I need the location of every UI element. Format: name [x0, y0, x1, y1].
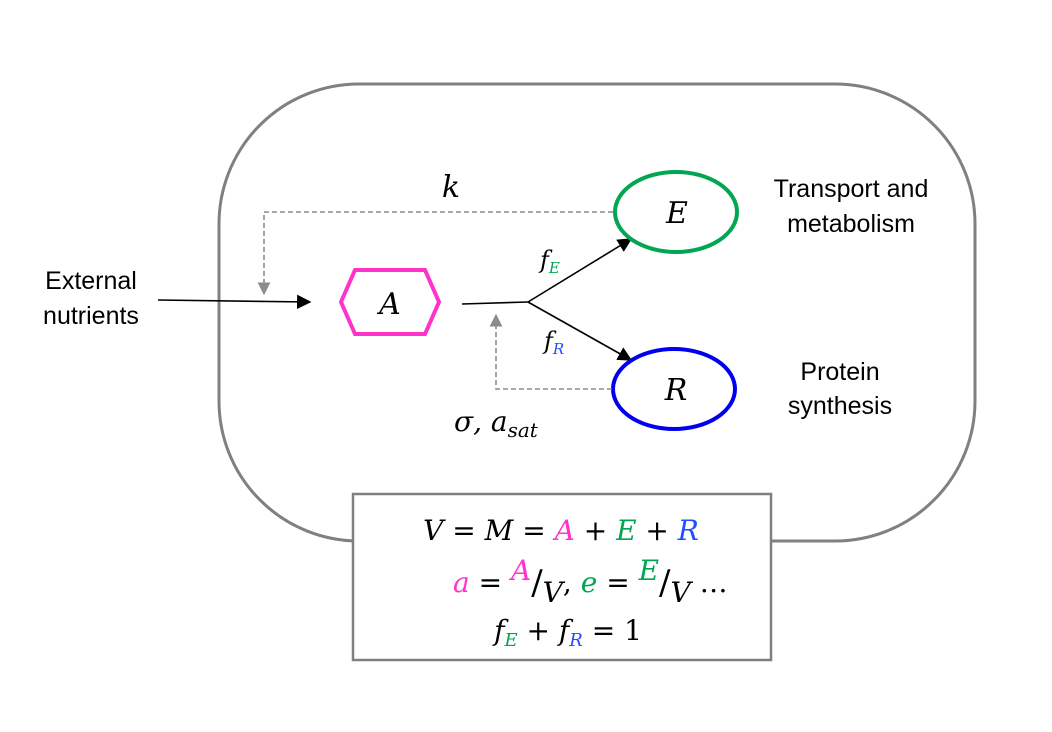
protein-label: Protein — [800, 358, 879, 386]
equation-line-1: V = M = A + E + R — [423, 514, 699, 547]
external-nutrients-label: External — [45, 267, 137, 295]
equation-line-2: a = A/V, e = E/V … — [418, 554, 749, 609]
nutrient-input-arrow — [157, 294, 312, 310]
feedback-k-path — [257, 211, 613, 296]
transport-label: Transport and — [774, 175, 929, 203]
node-r-ellipse — [611, 347, 737, 431]
protein-label-2: synthesis — [788, 392, 892, 420]
node-e-ellipse — [613, 170, 739, 254]
external-nutrients-label-2: nutrients — [43, 302, 139, 330]
feedback-sigma-path — [489, 313, 612, 390]
node-a-hexagon — [338, 268, 442, 336]
arrow-to-r — [527, 301, 633, 361]
node-a-label: A — [376, 287, 401, 322]
node-r-label: R — [664, 373, 688, 408]
flux-fr-label: fR — [542, 327, 564, 358]
equation-line-3: fE + fR = 1 — [459, 614, 663, 651]
transport-label-2: metabolism — [787, 210, 915, 238]
arrow-to-e — [527, 238, 633, 303]
flux-fe-label: fE — [538, 246, 560, 277]
cell-boundary — [217, 82, 977, 543]
equation-box — [351, 492, 773, 662]
param-k-label: k — [442, 170, 460, 205]
param-sigma-label: σ, asat — [454, 405, 539, 442]
node-e-label: E — [665, 196, 688, 231]
branch-stem — [461, 301, 529, 305]
